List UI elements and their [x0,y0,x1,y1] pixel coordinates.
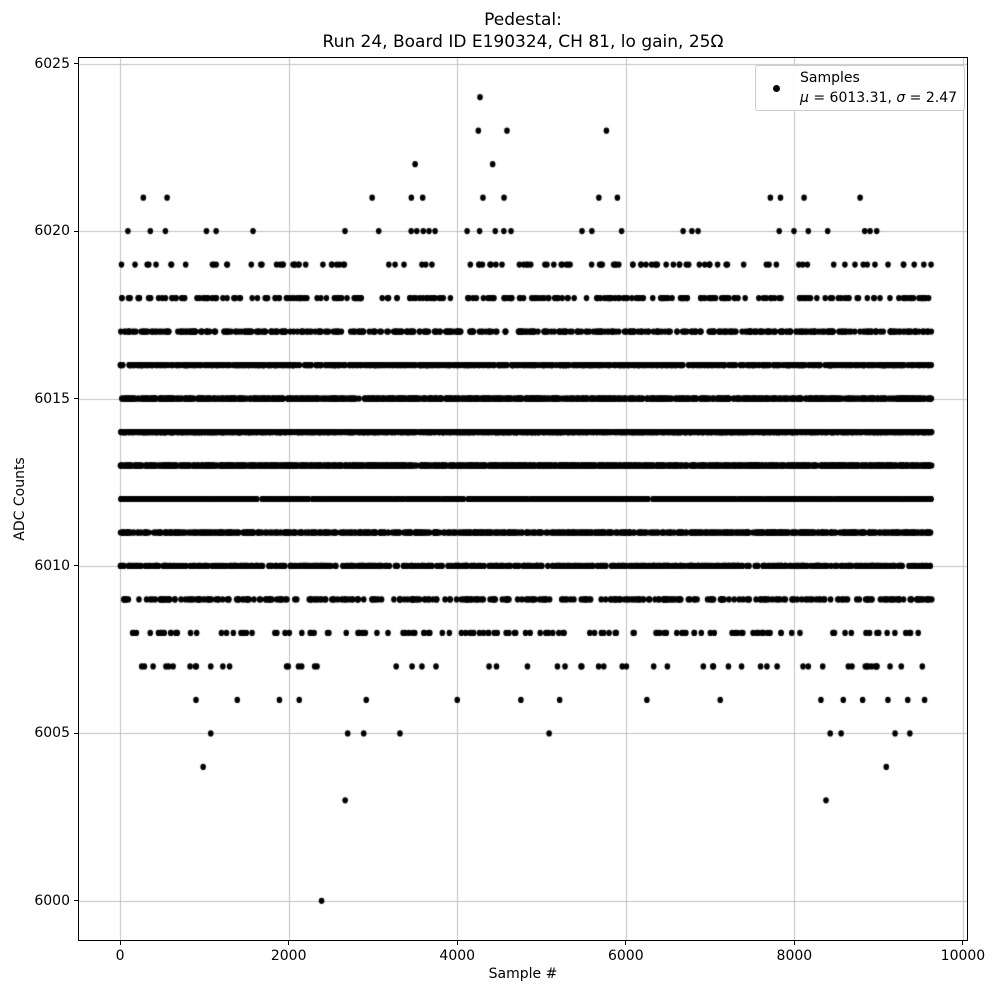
legend-box: Samples μ = 6013.31, σ = 2.47 [755,65,965,111]
x-tick-label: 10000 [940,948,986,964]
x-tickmark [456,941,458,945]
legend-stats-line: μ = 6013.31, σ = 2.47 [800,88,957,108]
x-tick-label: 8000 [776,948,813,964]
x-axis-label: Sample # [488,966,558,982]
y-tickmark [74,732,78,734]
legend-mu-symbol: μ [800,90,809,106]
y-tickmark [74,565,78,567]
y-tickmark [74,63,78,65]
x-tick-label: 4000 [439,948,476,964]
y-tick-label: 6015 [34,390,70,407]
y-tick-label: 6000 [34,892,70,909]
scatter-canvas [78,57,968,941]
x-tickmark [288,941,290,945]
x-tickmark [793,941,795,945]
x-tickmark [625,941,627,945]
plot-title: Pedestal: Run 24, Board ID E190324, CH 8… [78,9,968,53]
legend-text: Samples μ = 6013.31, σ = 2.47 [800,68,957,108]
y-tickmark [74,398,78,400]
legend-mu-value: = 6013.31, [808,90,897,106]
x-tick-label: 2000 [270,948,307,964]
y-axis-label: ADC Counts [12,457,28,541]
plot-title-line1: Pedestal: [484,10,562,30]
legend-sigma-symbol: σ [896,90,906,106]
legend-sigma-value: = 2.47 [905,90,958,106]
legend-sample-marker-icon [773,85,780,92]
y-tickmark [74,900,78,902]
x-tick-label: 0 [115,948,125,964]
plot-title-line2: Run 24, Board ID E190324, CH 81, lo gain… [322,32,724,52]
y-tick-label: 6005 [34,725,70,742]
x-tick-label: 6000 [607,948,644,964]
x-tickmark [119,941,121,945]
y-tick-label: 6010 [34,557,70,574]
legend-label-samples: Samples [800,70,860,86]
x-tickmark [962,941,964,945]
y-tickmark [74,230,78,232]
y-tick-label: 6020 [34,223,70,240]
y-tick-label: 6025 [34,55,70,72]
